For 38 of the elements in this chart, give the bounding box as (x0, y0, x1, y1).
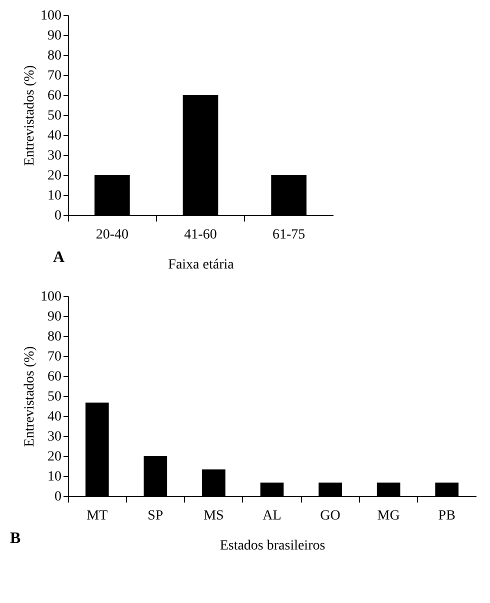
x-tick-label: 20-40 (96, 228, 129, 242)
y-tick-label: 90 (48, 310, 62, 324)
y-tick-label: 100 (40, 290, 62, 304)
y-tick-label: 40 (48, 128, 62, 144)
y-tick-label: 50 (48, 390, 62, 404)
y-tick-label: 10 (48, 470, 62, 484)
x-tick-label: 41-60 (184, 228, 217, 242)
y-tick-label: 100 (40, 8, 62, 24)
x-axis-title: Estados brasileiros (220, 538, 326, 554)
x-tick-label: MG (377, 508, 400, 524)
y-tick-label: 40 (48, 410, 62, 424)
y-tick-label: 0 (54, 208, 62, 224)
y-tick-label: 30 (48, 430, 62, 444)
x-tick-label: MT (86, 508, 108, 524)
text: B (10, 530, 21, 547)
x-tick-label: SP (148, 508, 164, 524)
y-tick-label: 80 (48, 48, 62, 64)
text: A (53, 249, 65, 266)
y-axis-title: Entrevistados (%) (22, 346, 38, 447)
x-axis-title: Faixa etária (168, 258, 235, 272)
y-tick-label: 20 (48, 450, 62, 464)
y-tick-label: 10 (48, 188, 62, 204)
y-tick-label: 70 (48, 68, 62, 84)
x-tick-label: AL (262, 508, 282, 524)
y-tick-label: 20 (48, 168, 62, 184)
y-tick-label: 60 (48, 370, 62, 384)
x-tick-label: GO (320, 508, 340, 524)
y-tick-label: 90 (48, 28, 62, 44)
y-tick-label: 70 (48, 350, 62, 364)
x-tick-label: PB (438, 508, 456, 524)
y-tick-label: 30 (48, 148, 62, 164)
y-tick-label: 80 (48, 330, 62, 344)
y-tick-label: 60 (48, 88, 62, 104)
y-axis-title: Entrevistados (%) (22, 64, 38, 166)
y-tick-label: 50 (48, 108, 62, 124)
x-tick-label: 61-75 (272, 228, 306, 242)
y-tick-label: 0 (54, 490, 62, 504)
x-tick-label: MS (204, 508, 224, 524)
